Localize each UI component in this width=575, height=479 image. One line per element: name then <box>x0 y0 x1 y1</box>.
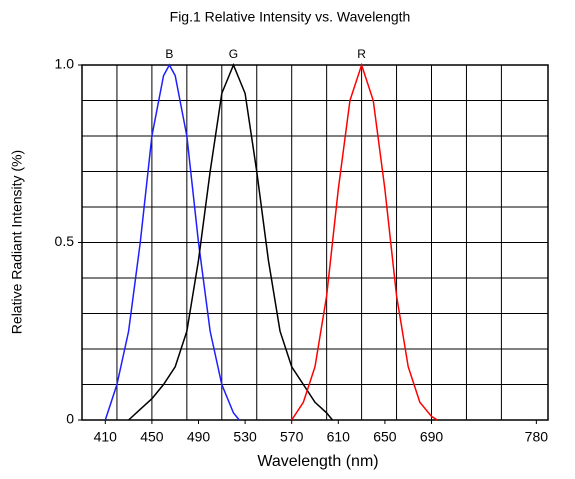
x-tick-label: 780 <box>525 429 549 445</box>
x-axis-label: Wavelength (nm) <box>257 453 378 470</box>
series-label: G <box>229 47 238 61</box>
x-tick-label: 450 <box>140 429 164 445</box>
x-tick-label: 490 <box>187 429 211 445</box>
chart-title: Fig.1 Relative Intensity vs. Wavelength <box>170 9 411 25</box>
x-tick-label: 610 <box>327 429 351 445</box>
y-tick-label: 0.5 <box>55 233 75 249</box>
x-tick-label: 410 <box>94 429 118 445</box>
y-axis-label: Relative Radiant Intensity (%) <box>9 150 25 334</box>
x-tick-label: 530 <box>233 429 257 445</box>
series-line <box>128 63 334 421</box>
x-tick-label: 570 <box>280 429 304 445</box>
x-tick-label: 650 <box>373 429 397 445</box>
series-label: R <box>357 47 366 61</box>
series-line <box>291 62 438 421</box>
series-label: B <box>165 47 173 61</box>
x-tick-label: 690 <box>420 429 444 445</box>
y-tick-label: 1.0 <box>55 56 75 72</box>
y-tick-label: 0 <box>66 411 74 427</box>
series-line <box>104 63 240 421</box>
